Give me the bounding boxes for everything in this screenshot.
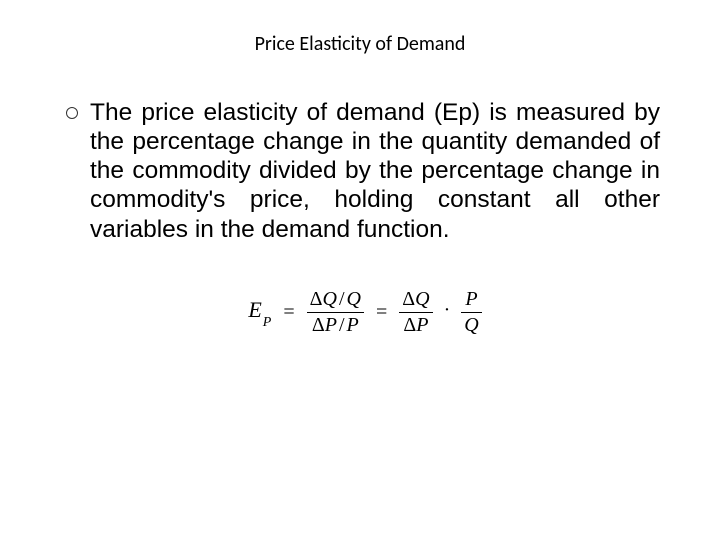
fraction-bar <box>399 312 432 313</box>
fraction-bar <box>307 312 364 313</box>
lhs-var: E <box>248 297 261 322</box>
frac1-num-q2: Q <box>347 288 361 310</box>
frac1-num-q1: Q <box>322 288 336 310</box>
formula-lhs: EP <box>248 297 271 327</box>
lhs-sub: P <box>263 315 272 330</box>
frac3-den: Q <box>461 314 481 337</box>
delta-icon: Δ <box>403 314 416 336</box>
slide-title: Price Elasticity of Demand <box>60 28 660 98</box>
frac1-num: ΔQ/Q <box>307 288 364 311</box>
delta-icon: Δ <box>312 314 325 336</box>
equals-2: = <box>374 301 389 324</box>
fraction-2: ΔQ ΔP <box>399 288 432 337</box>
body-row: The price elasticity of demand (Ep) is m… <box>60 98 660 244</box>
formula: EP = ΔQ/Q ΔP/P = ΔQ ΔP <box>248 288 481 337</box>
frac1-den-p2: P <box>347 314 359 336</box>
frac1-den: ΔP/P <box>309 314 362 337</box>
fraction-1: ΔQ/Q ΔP/P <box>307 288 364 337</box>
frac2-den: ΔP <box>400 314 431 337</box>
frac2-num: ΔQ <box>399 288 432 311</box>
slide: Price Elasticity of Demand The price ela… <box>0 0 720 540</box>
delta-icon: Δ <box>310 288 323 310</box>
bullet-icon <box>66 107 78 119</box>
fraction-3: P Q <box>461 288 481 337</box>
fraction-bar <box>461 312 481 313</box>
equals-1: = <box>281 301 296 324</box>
slash-icon: / <box>337 314 347 336</box>
frac2-num-q: Q <box>415 288 429 310</box>
slash-icon: / <box>337 288 347 310</box>
formula-container: EP = ΔQ/Q ΔP/P = ΔQ ΔP <box>60 288 660 337</box>
frac2-den-p: P <box>416 314 428 336</box>
frac3-num: P <box>462 288 480 311</box>
frac1-den-p1: P <box>325 314 337 336</box>
delta-icon: Δ <box>402 288 415 310</box>
body-text: The price elasticity of demand (Ep) is m… <box>90 98 660 244</box>
dot-icon: · <box>443 299 452 322</box>
